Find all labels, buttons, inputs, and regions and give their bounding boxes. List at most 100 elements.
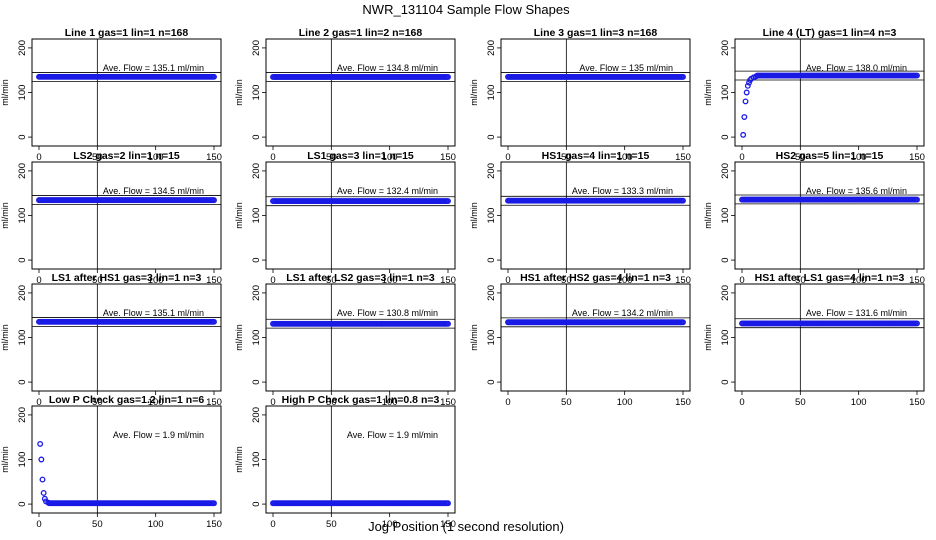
x-tick-label: 100 — [617, 275, 633, 286]
x-tick-label: 150 — [909, 152, 925, 163]
x-tick-label: 150 — [206, 519, 222, 530]
panel-annotation: Ave. Flow = 130.8 ml/min — [337, 308, 438, 318]
x-tick-label: 100 — [382, 152, 398, 163]
plot-frame — [31, 405, 222, 514]
plot-frame — [500, 161, 691, 270]
panel-annotation: Ave. Flow = 134.8 ml/min — [337, 63, 438, 73]
panel-title: LS1 after LS2 gas=3 lin=1 n=3 — [286, 272, 435, 284]
data-point — [38, 456, 45, 463]
data-point — [211, 318, 217, 325]
x-tick-label: 150 — [440, 519, 456, 530]
y-tick-label: 200 — [720, 285, 731, 301]
x-tick-label: 0 — [505, 152, 510, 163]
y-tick-label: 100 — [251, 85, 262, 101]
plot-frame — [31, 38, 222, 147]
x-tick-label: 0 — [270, 519, 275, 530]
panel-annotation: Ave. Flow = 135.6 ml/min — [806, 186, 907, 196]
panel-title: HS1 gas=4 lin=1 n=15 — [542, 150, 650, 162]
y-tick-label: 0 — [486, 379, 497, 384]
y-tick-label: 100 — [17, 208, 28, 224]
data-point — [744, 82, 751, 89]
x-tick-label: 50 — [561, 152, 572, 163]
x-tick-label: 0 — [739, 152, 744, 163]
plot-frame — [500, 38, 691, 147]
panel-ylabel: ml/min — [703, 79, 713, 106]
y-tick-label: 100 — [17, 330, 28, 346]
panel-title: LS2 gas=2 lin=1 n=15 — [73, 150, 180, 162]
panel-title: Line 3 gas=1 lin=3 n=168 — [534, 27, 658, 39]
panel-title: Line 2 gas=1 lin=2 n=168 — [299, 27, 423, 39]
panel-ylabel: ml/min — [0, 324, 10, 351]
panel-2: Line 2 gas=1 lin=2 n=168 ml/min 0 50 100 150 0… — [234, 27, 456, 163]
x-tick-label: 100 — [851, 397, 867, 408]
data-point — [914, 320, 920, 327]
x-tick-label: 150 — [909, 275, 925, 286]
y-tick-label: 200 — [251, 407, 262, 423]
panel-title: HS1 after LS1 gas=4 lin=1 n=3 — [755, 272, 905, 284]
x-tick-label: 50 — [561, 275, 572, 286]
panel-10: LS1 after LS2 gas=3 lin=1 n=3 ml/min 0 50 10… — [234, 272, 456, 408]
panel-annotation: Ave. Flow = 135 ml/min — [579, 63, 673, 73]
y-tick-label: 0 — [486, 134, 497, 139]
data-point — [211, 500, 217, 507]
panel-8: HS2 gas=5 lin=1 n=15 ml/min 0 50 100 150 0 100 2… — [703, 150, 925, 286]
y-tick-label: 100 — [251, 452, 262, 468]
data-point — [445, 198, 451, 205]
panel-title: HS2 gas=5 lin=1 n=15 — [776, 150, 884, 162]
y-tick-label: 0 — [251, 134, 262, 139]
panel-title: Low P Check gas=1.2 lin=1 n=6 — [49, 394, 204, 406]
panel-ylabel: ml/min — [469, 324, 479, 351]
y-tick-label: 200 — [486, 285, 497, 301]
panel-annotation: Ave. Flow = 134.5 ml/min — [103, 186, 204, 196]
panels: Line 1 gas=1 lin=1 n=168 ml/min 0 50 100 150 0… — [0, 27, 925, 530]
panel-ylabel: ml/min — [234, 202, 244, 229]
x-tick-label: 100 — [851, 152, 867, 163]
panel-annotation: Ave. Flow = 134.2 ml/min — [572, 308, 673, 318]
x-tick-label: 150 — [675, 152, 691, 163]
plot-frame — [265, 405, 456, 514]
panel-annotation: Ave. Flow = 132.4 ml/min — [337, 186, 438, 196]
x-tick-label: 0 — [36, 519, 41, 530]
x-tick-label: 50 — [92, 519, 103, 530]
panel-annotation: Ave. Flow = 135.1 ml/min — [103, 308, 204, 318]
y-tick-label: 200 — [17, 40, 28, 56]
y-tick-label: 100 — [720, 85, 731, 101]
panel-title: LS1 after HS1 gas=3 lin=1 n=3 — [52, 272, 202, 284]
x-tick-label: 100 — [382, 519, 398, 530]
y-tick-label: 0 — [251, 379, 262, 384]
panel-4: Line 4 (LT) gas=1 lin=4 n=3 ml/min 0 50 100 1… — [703, 27, 925, 163]
panel-title: HS1 after HS2 gas=4 lin=1 n=3 — [520, 272, 671, 284]
x-tick-label: 50 — [795, 397, 806, 408]
y-tick-label: 0 — [486, 257, 497, 262]
plot-frame — [265, 161, 456, 270]
data-point — [211, 197, 217, 204]
panel-1: Line 1 gas=1 lin=1 n=168 ml/min 0 50 100 150 0… — [0, 27, 222, 163]
data-point — [211, 73, 217, 80]
y-tick-label: 100 — [17, 452, 28, 468]
panel-title: Line 1 gas=1 lin=1 n=168 — [65, 27, 189, 39]
y-tick-label: 100 — [720, 330, 731, 346]
x-tick-label: 150 — [909, 397, 925, 408]
x-tick-label: 0 — [505, 397, 510, 408]
x-tick-label: 0 — [739, 397, 744, 408]
plot-frame — [265, 38, 456, 147]
panel-6: LS1 gas=3 lin=1 n=15 ml/min 0 50 100 150 0 100 2… — [234, 150, 456, 286]
x-tick-label: 0 — [270, 152, 275, 163]
y-tick-label: 0 — [17, 134, 28, 139]
panel-title: Line 4 (LT) gas=1 lin=4 n=3 — [763, 27, 897, 39]
plot-frame — [734, 283, 925, 392]
y-tick-label: 200 — [17, 163, 28, 179]
x-tick-label: 100 — [617, 397, 633, 408]
data-point — [37, 440, 44, 447]
panel-11: HS1 after HS2 gas=4 lin=1 n=3 ml/min 0 50 10… — [469, 272, 691, 408]
x-tick-label: 150 — [675, 275, 691, 286]
panel-ylabel: ml/min — [234, 324, 244, 351]
x-tick-label: 0 — [505, 275, 510, 286]
panel-ylabel: ml/min — [469, 79, 479, 106]
panel-ylabel: ml/min — [0, 446, 10, 473]
data-point — [39, 476, 46, 483]
panel-14: High P Check gas=1 lin=0.8 n=3 ml/min 0 50 1… — [234, 394, 456, 530]
panel-annotation: Ave. Flow = 1.9 ml/min — [113, 430, 204, 440]
y-tick-label: 200 — [720, 163, 731, 179]
y-tick-label: 0 — [17, 501, 28, 506]
